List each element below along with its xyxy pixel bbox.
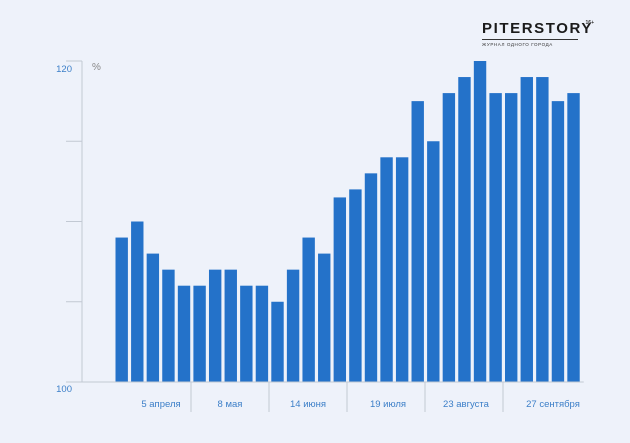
logo-rule xyxy=(482,39,578,40)
bar xyxy=(364,173,378,382)
bar xyxy=(302,237,315,382)
y-tick-label-bottom: 100 xyxy=(56,384,72,395)
bar xyxy=(380,157,393,382)
x-tick-label: 14 июня xyxy=(290,399,326,410)
bar xyxy=(271,301,284,382)
bar xyxy=(286,269,300,382)
bar xyxy=(255,285,269,382)
bar xyxy=(349,189,362,382)
x-tick-label: 8 мая xyxy=(218,399,243,410)
bar xyxy=(240,285,253,382)
logo-tagline: ЖУРНАЛ ОДНОГО ГОРОДА xyxy=(482,42,553,47)
x-tick-label: 19 июля xyxy=(370,399,406,410)
bar xyxy=(551,101,565,382)
x-tick-label: 5 апреля xyxy=(141,399,180,410)
bar xyxy=(131,221,144,382)
bar xyxy=(193,285,206,382)
bar xyxy=(177,285,191,382)
bar xyxy=(395,157,409,382)
x-tick-label: 27 сентября xyxy=(526,399,580,410)
bar xyxy=(442,93,456,382)
bar xyxy=(458,77,471,383)
bar xyxy=(115,237,128,382)
bar xyxy=(146,253,160,382)
logo-age-rating: 16+ xyxy=(585,20,594,26)
x-tick-label: 23 августа xyxy=(443,399,490,410)
bar xyxy=(489,93,502,382)
bar xyxy=(224,269,237,382)
bar xyxy=(520,77,533,383)
y-tick-label-top: 120 xyxy=(56,64,72,75)
bar xyxy=(505,93,518,382)
bar xyxy=(411,101,424,382)
bar xyxy=(536,77,549,383)
bar xyxy=(208,269,222,382)
bar xyxy=(473,61,487,382)
piterstory-logo: PITERSTORY 16+ ЖУРНАЛ ОДНОГО ГОРОДА xyxy=(482,20,594,47)
bar xyxy=(318,253,331,382)
y-unit-label: % xyxy=(92,62,101,73)
bar xyxy=(162,269,175,382)
bar xyxy=(567,93,580,382)
bar xyxy=(333,197,347,382)
bar xyxy=(427,141,440,382)
logo-wordmark: PITERSTORY xyxy=(482,20,594,37)
